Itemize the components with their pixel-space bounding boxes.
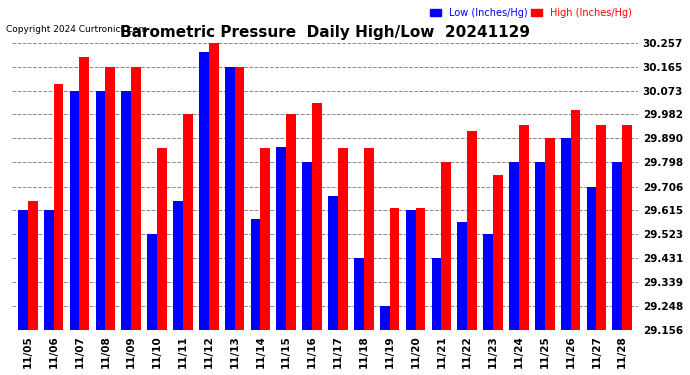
Bar	[121, 91, 131, 330]
Legend: Low (Inches/Hg), High (Inches/Hg): Low (Inches/Hg), High (Inches/Hg)	[428, 7, 633, 19]
Bar	[106, 66, 115, 330]
Bar	[79, 57, 89, 330]
Bar	[18, 210, 28, 330]
Bar	[302, 162, 312, 330]
Bar	[622, 125, 632, 330]
Bar	[354, 258, 364, 330]
Bar	[131, 66, 141, 330]
Bar	[467, 130, 477, 330]
Bar	[199, 52, 209, 330]
Bar	[157, 148, 167, 330]
Bar	[613, 162, 622, 330]
Bar	[596, 125, 607, 330]
Bar	[338, 148, 348, 330]
Bar	[235, 66, 244, 330]
Bar	[390, 208, 400, 330]
Bar	[312, 103, 322, 330]
Bar	[173, 201, 183, 330]
Bar	[545, 138, 555, 330]
Bar	[561, 138, 571, 330]
Bar	[28, 201, 38, 330]
Bar	[457, 222, 467, 330]
Bar	[415, 208, 425, 330]
Bar	[95, 91, 106, 330]
Bar	[328, 196, 338, 330]
Bar	[277, 147, 286, 330]
Bar	[44, 210, 54, 330]
Bar	[586, 186, 596, 330]
Bar	[209, 42, 219, 330]
Bar	[493, 175, 503, 330]
Bar	[250, 219, 260, 330]
Bar	[380, 306, 390, 330]
Bar	[535, 162, 545, 330]
Bar	[286, 114, 296, 330]
Bar	[509, 162, 519, 330]
Bar	[364, 148, 374, 330]
Bar	[147, 234, 157, 330]
Text: Copyright 2024 Curtronics.com: Copyright 2024 Curtronics.com	[6, 25, 147, 34]
Bar	[70, 91, 79, 330]
Title: Barometric Pressure  Daily High/Low  20241129: Barometric Pressure Daily High/Low 20241…	[120, 25, 530, 40]
Bar	[571, 110, 580, 330]
Bar	[519, 125, 529, 330]
Bar	[54, 84, 63, 330]
Bar	[183, 114, 193, 330]
Bar	[483, 234, 493, 330]
Bar	[431, 258, 442, 330]
Bar	[442, 162, 451, 330]
Bar	[260, 148, 270, 330]
Bar	[406, 210, 415, 330]
Bar	[225, 66, 235, 330]
